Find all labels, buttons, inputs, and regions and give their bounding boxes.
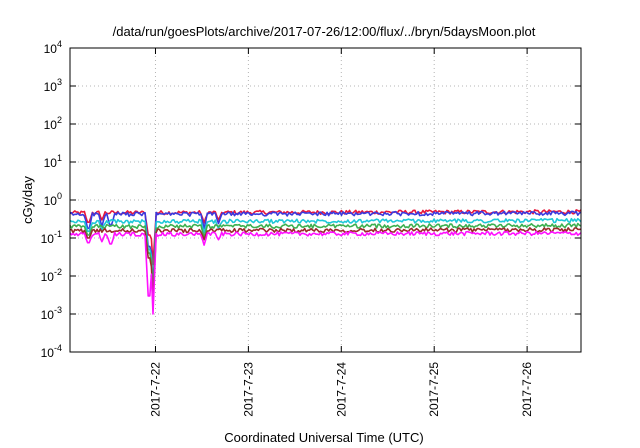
- y-axis: 10-4 10-3 10-2 10-1 100 101 102 103 104: [41, 39, 581, 360]
- x-tick-label: 2017-7-22: [148, 362, 162, 417]
- grid-lines: [70, 48, 581, 352]
- y-tick-label: 10-4: [41, 343, 62, 360]
- y-axis-label: cGy/day: [20, 176, 35, 224]
- y-tick-label: 10-1: [41, 229, 62, 246]
- x-axis-label: Coordinated Universal Time (UTC): [224, 430, 423, 445]
- x-tick-label: 2017-7-25: [427, 362, 441, 417]
- series-line: [69, 230, 582, 315]
- x-axis: 2017-7-22 2017-7-23 2017-7-24 2017-7-25 2017…: [148, 48, 534, 417]
- y-tick-label: 100: [44, 191, 62, 208]
- x-tick-label: 2017-7-26: [520, 362, 534, 417]
- y-tick-label: 101: [44, 153, 62, 170]
- y-tick-label: 10-2: [41, 267, 62, 284]
- y-tick-label: 102: [44, 115, 62, 132]
- y-tick-label: 104: [44, 39, 62, 56]
- y-tick-label: 10-3: [41, 305, 62, 322]
- chart-title: /data/run/goesPlots/archive/2017-07-26/1…: [113, 24, 536, 39]
- y-tick-label: 103: [44, 77, 62, 94]
- x-tick-label: 2017-7-23: [241, 362, 255, 417]
- series-group: [69, 209, 582, 315]
- x-tick-label: 2017-7-24: [334, 362, 348, 417]
